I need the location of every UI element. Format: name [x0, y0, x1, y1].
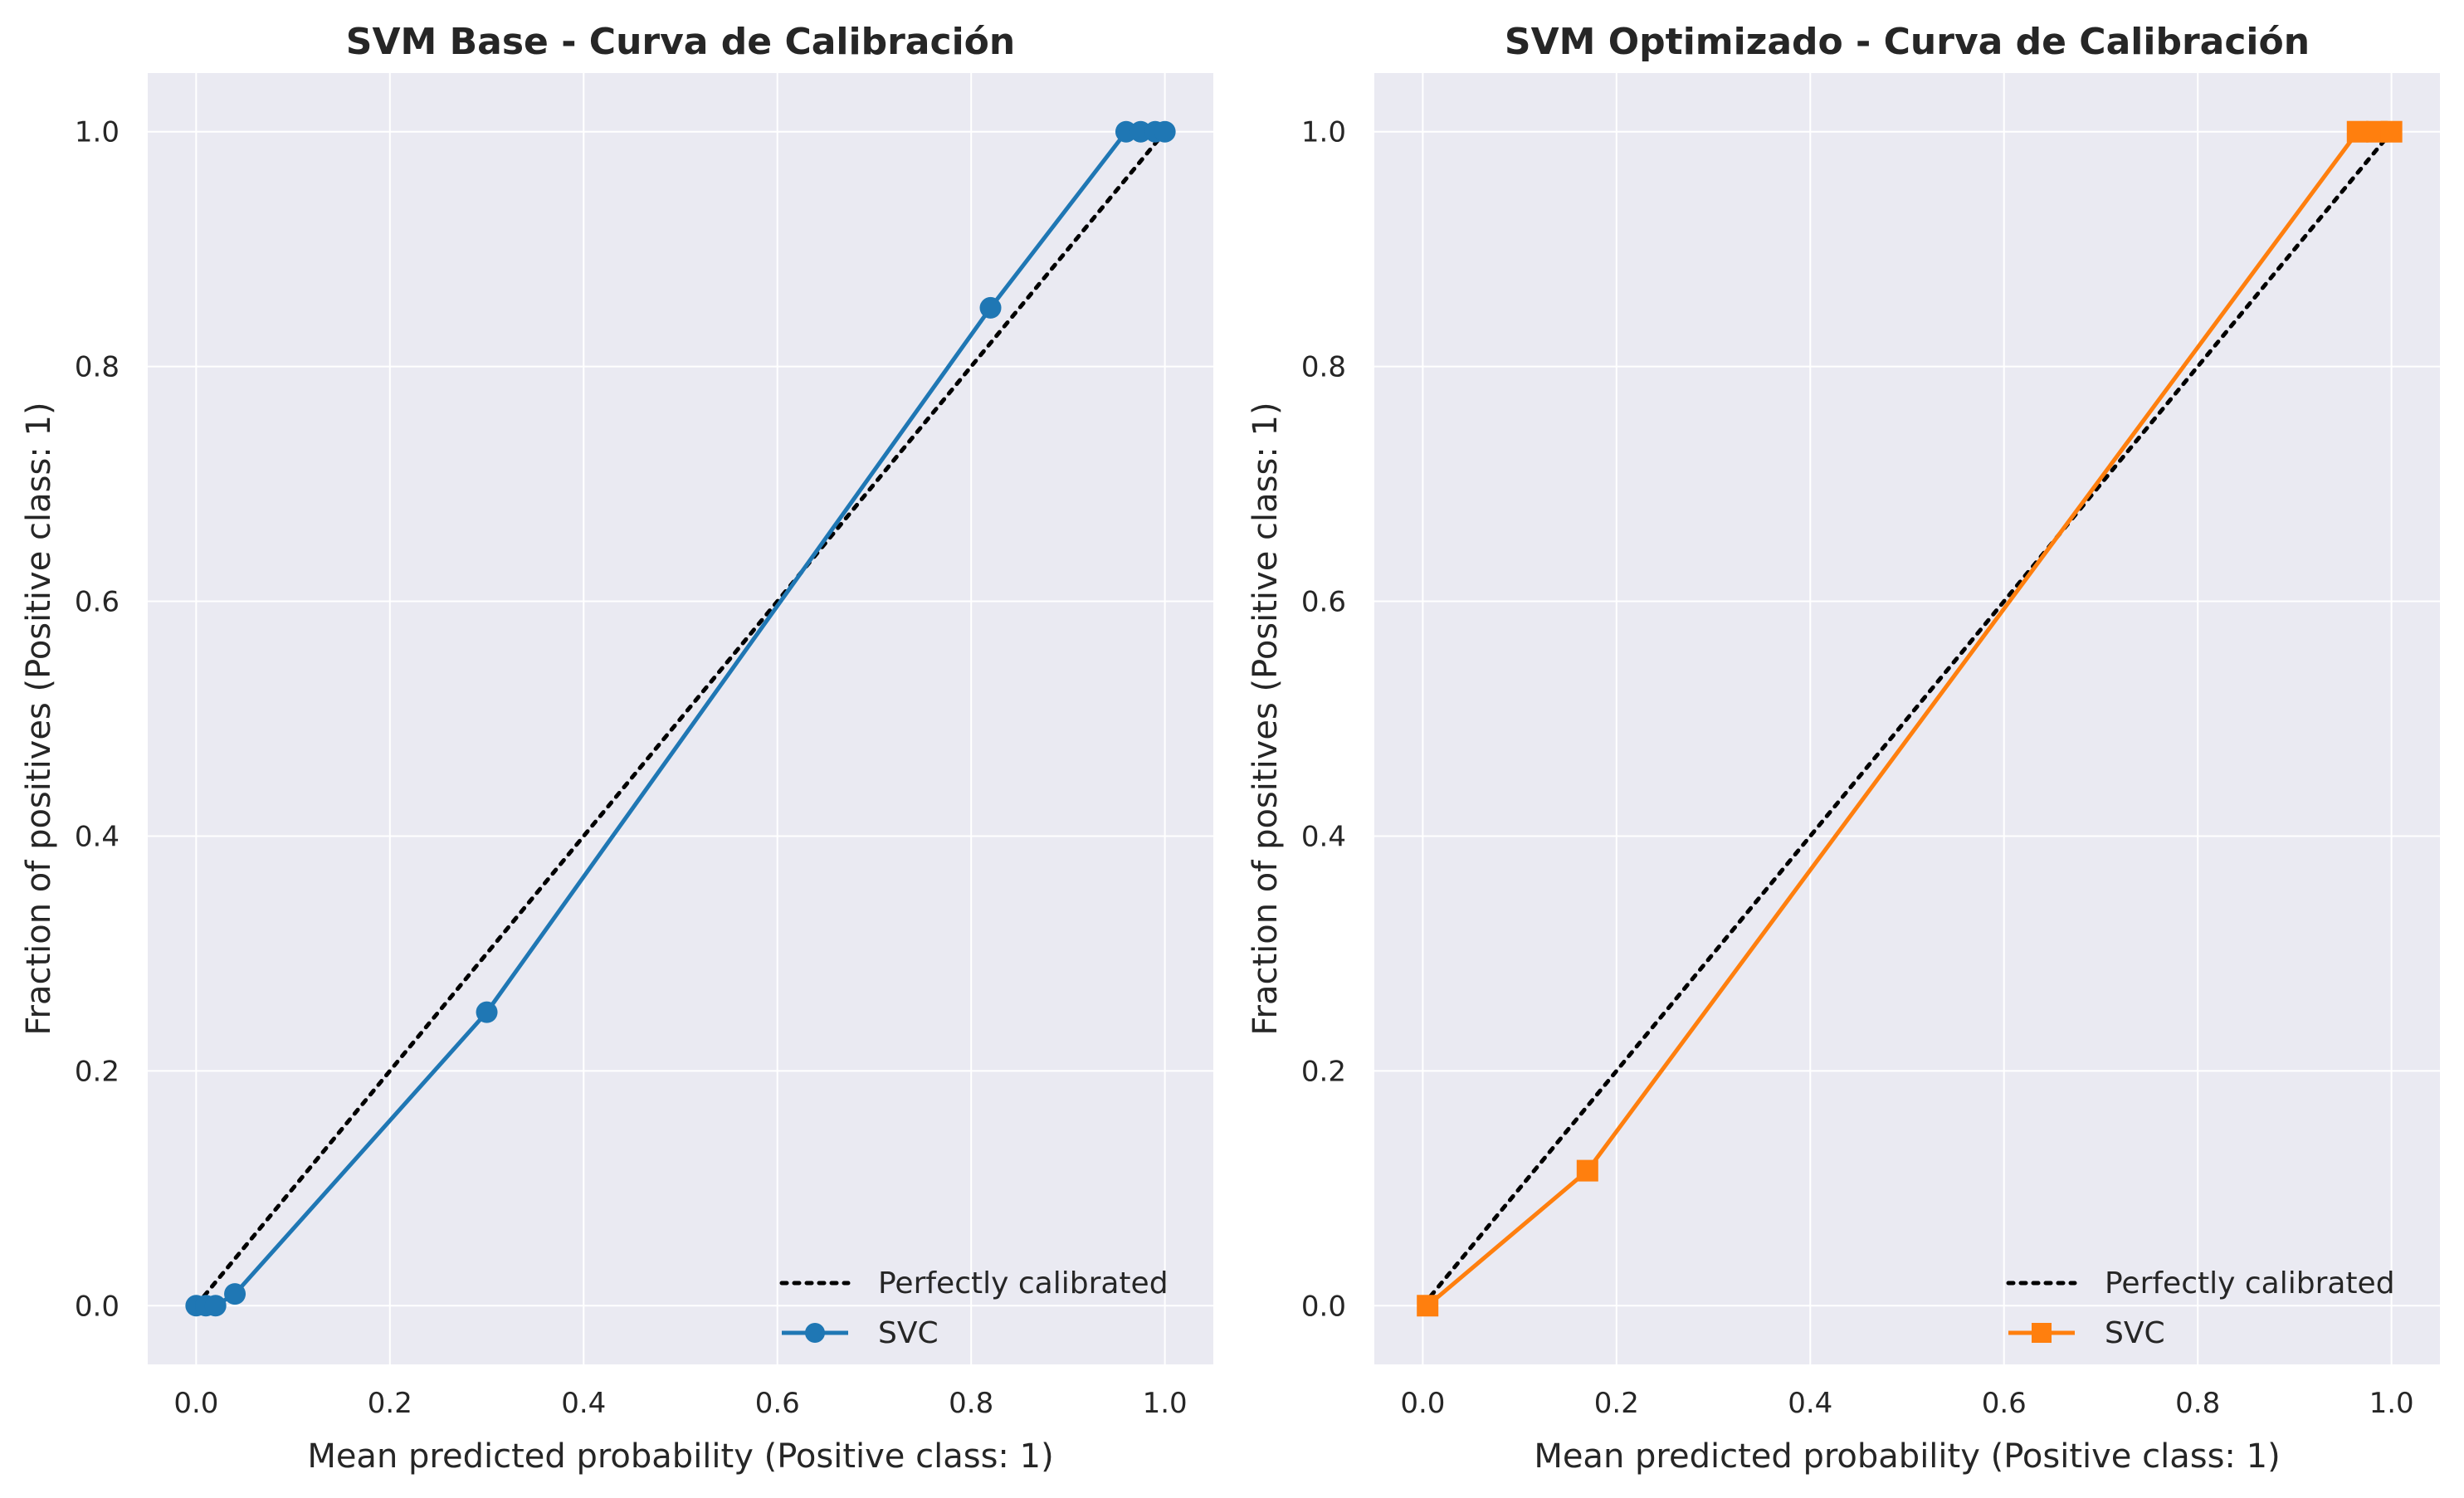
x-tick-label: 1.0: [2369, 1387, 2414, 1420]
legend-reference-label: Perfectly calibrated: [2105, 1266, 2395, 1300]
x-tick-label: 0.0: [1400, 1387, 1445, 1420]
y-tick-label: 0.4: [75, 820, 120, 853]
data-point: [2346, 120, 2369, 143]
y-axis-label: Fraction of positives (Positive class: 1…: [20, 402, 58, 1035]
data-point: [476, 1001, 498, 1023]
chart-title: SVM Base - Curva de Calibración: [346, 21, 1015, 63]
x-tick-label: 0.6: [1982, 1387, 2027, 1420]
reference-line: [193, 129, 1168, 1308]
x-tick-label: 0.4: [561, 1387, 606, 1420]
reference-line: [1420, 129, 2394, 1308]
y-tick-label: 0.2: [75, 1055, 120, 1088]
data-point: [1576, 1159, 1598, 1182]
y-tick-label: 0.6: [1301, 586, 1346, 619]
x-tick-label: 0.8: [2175, 1387, 2220, 1420]
data-point: [224, 1283, 246, 1305]
x-axis-label: Mean predicted probability (Positive cla…: [307, 1437, 1053, 1476]
x-tick-label: 0.2: [1594, 1387, 1639, 1420]
y-tick-label: 0.0: [75, 1290, 120, 1323]
x-tick-label: 0.4: [1788, 1387, 1832, 1420]
x-tick-label: 0.2: [368, 1387, 412, 1420]
y-tick-label: 1.0: [1301, 116, 1346, 149]
legend: Perfectly calibrated SVC: [2006, 1266, 2395, 1350]
data-point: [1417, 1295, 1439, 1317]
data-point: [979, 296, 1002, 319]
y-tick-label: 1.0: [75, 116, 120, 149]
data-point: [1154, 120, 1176, 143]
legend-reference-label: Perfectly calibrated: [878, 1266, 1169, 1300]
legend-series-label: SVC: [2105, 1316, 2165, 1350]
legend: Perfectly calibrated SVC: [779, 1266, 1169, 1350]
y-axis-label: Fraction of positives (Positive class: 1…: [1247, 402, 1285, 1035]
x-tick-label: 0.8: [949, 1387, 993, 1420]
y-tick-label: 0.2: [1301, 1055, 1346, 1088]
y-tick-label: 0.6: [75, 586, 120, 619]
chart-panel-1: 0.0 0.2 0.4 0.6 0.8 1.0 0.0 0.2 0.4 0.6 0.8 1.0 SVM …: [20, 21, 1213, 1476]
x-tick-label: 0.6: [755, 1387, 800, 1420]
y-tick-label: 0.8: [75, 351, 120, 384]
legend-series-label: SVC: [878, 1316, 939, 1350]
y-tick-label: 0.4: [1301, 820, 1346, 853]
data-point: [204, 1295, 227, 1317]
legend-series-marker: [2032, 1323, 2052, 1343]
y-tick-label: 0.0: [1301, 1290, 1346, 1323]
legend-series-marker: [805, 1323, 825, 1343]
x-tick-label: 1.0: [1143, 1387, 1188, 1420]
chart-title: SVM Optimizado - Curva de Calibración: [1505, 21, 2310, 63]
x-tick-label: 0.0: [173, 1387, 218, 1420]
x-axis-label: Mean predicted probability (Positive cla…: [1534, 1437, 2280, 1476]
data-point: [2380, 120, 2403, 143]
chart-panel-2: 0.0 0.2 0.4 0.6 0.8 1.0 0.0 0.2 0.4 0.6 0.8 1.0 SVM …: [1247, 21, 2440, 1476]
y-tick-label: 0.8: [1301, 351, 1346, 384]
